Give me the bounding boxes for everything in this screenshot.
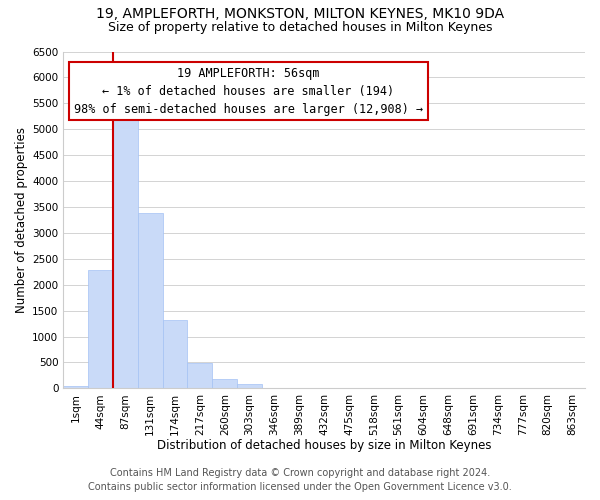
- Bar: [212, 379, 237, 388]
- Bar: [88, 270, 113, 388]
- Bar: [63, 386, 88, 388]
- Text: 19, AMPLEFORTH, MONKSTON, MILTON KEYNES, MK10 9DA: 19, AMPLEFORTH, MONKSTON, MILTON KEYNES,…: [96, 8, 504, 22]
- Text: Size of property relative to detached houses in Milton Keynes: Size of property relative to detached ho…: [108, 21, 492, 34]
- Bar: [163, 320, 187, 388]
- Y-axis label: Number of detached properties: Number of detached properties: [15, 127, 28, 313]
- Text: Contains HM Land Registry data © Crown copyright and database right 2024.
Contai: Contains HM Land Registry data © Crown c…: [88, 468, 512, 492]
- Bar: [113, 106, 138, 388]
- Text: 19 AMPLEFORTH: 56sqm
← 1% of detached houses are smaller (194)
98% of semi-detac: 19 AMPLEFORTH: 56sqm ← 1% of detached ho…: [74, 66, 423, 116]
- Bar: [237, 384, 262, 388]
- X-axis label: Distribution of detached houses by size in Milton Keynes: Distribution of detached houses by size …: [157, 440, 491, 452]
- Bar: [187, 364, 212, 388]
- Bar: [138, 213, 163, 388]
